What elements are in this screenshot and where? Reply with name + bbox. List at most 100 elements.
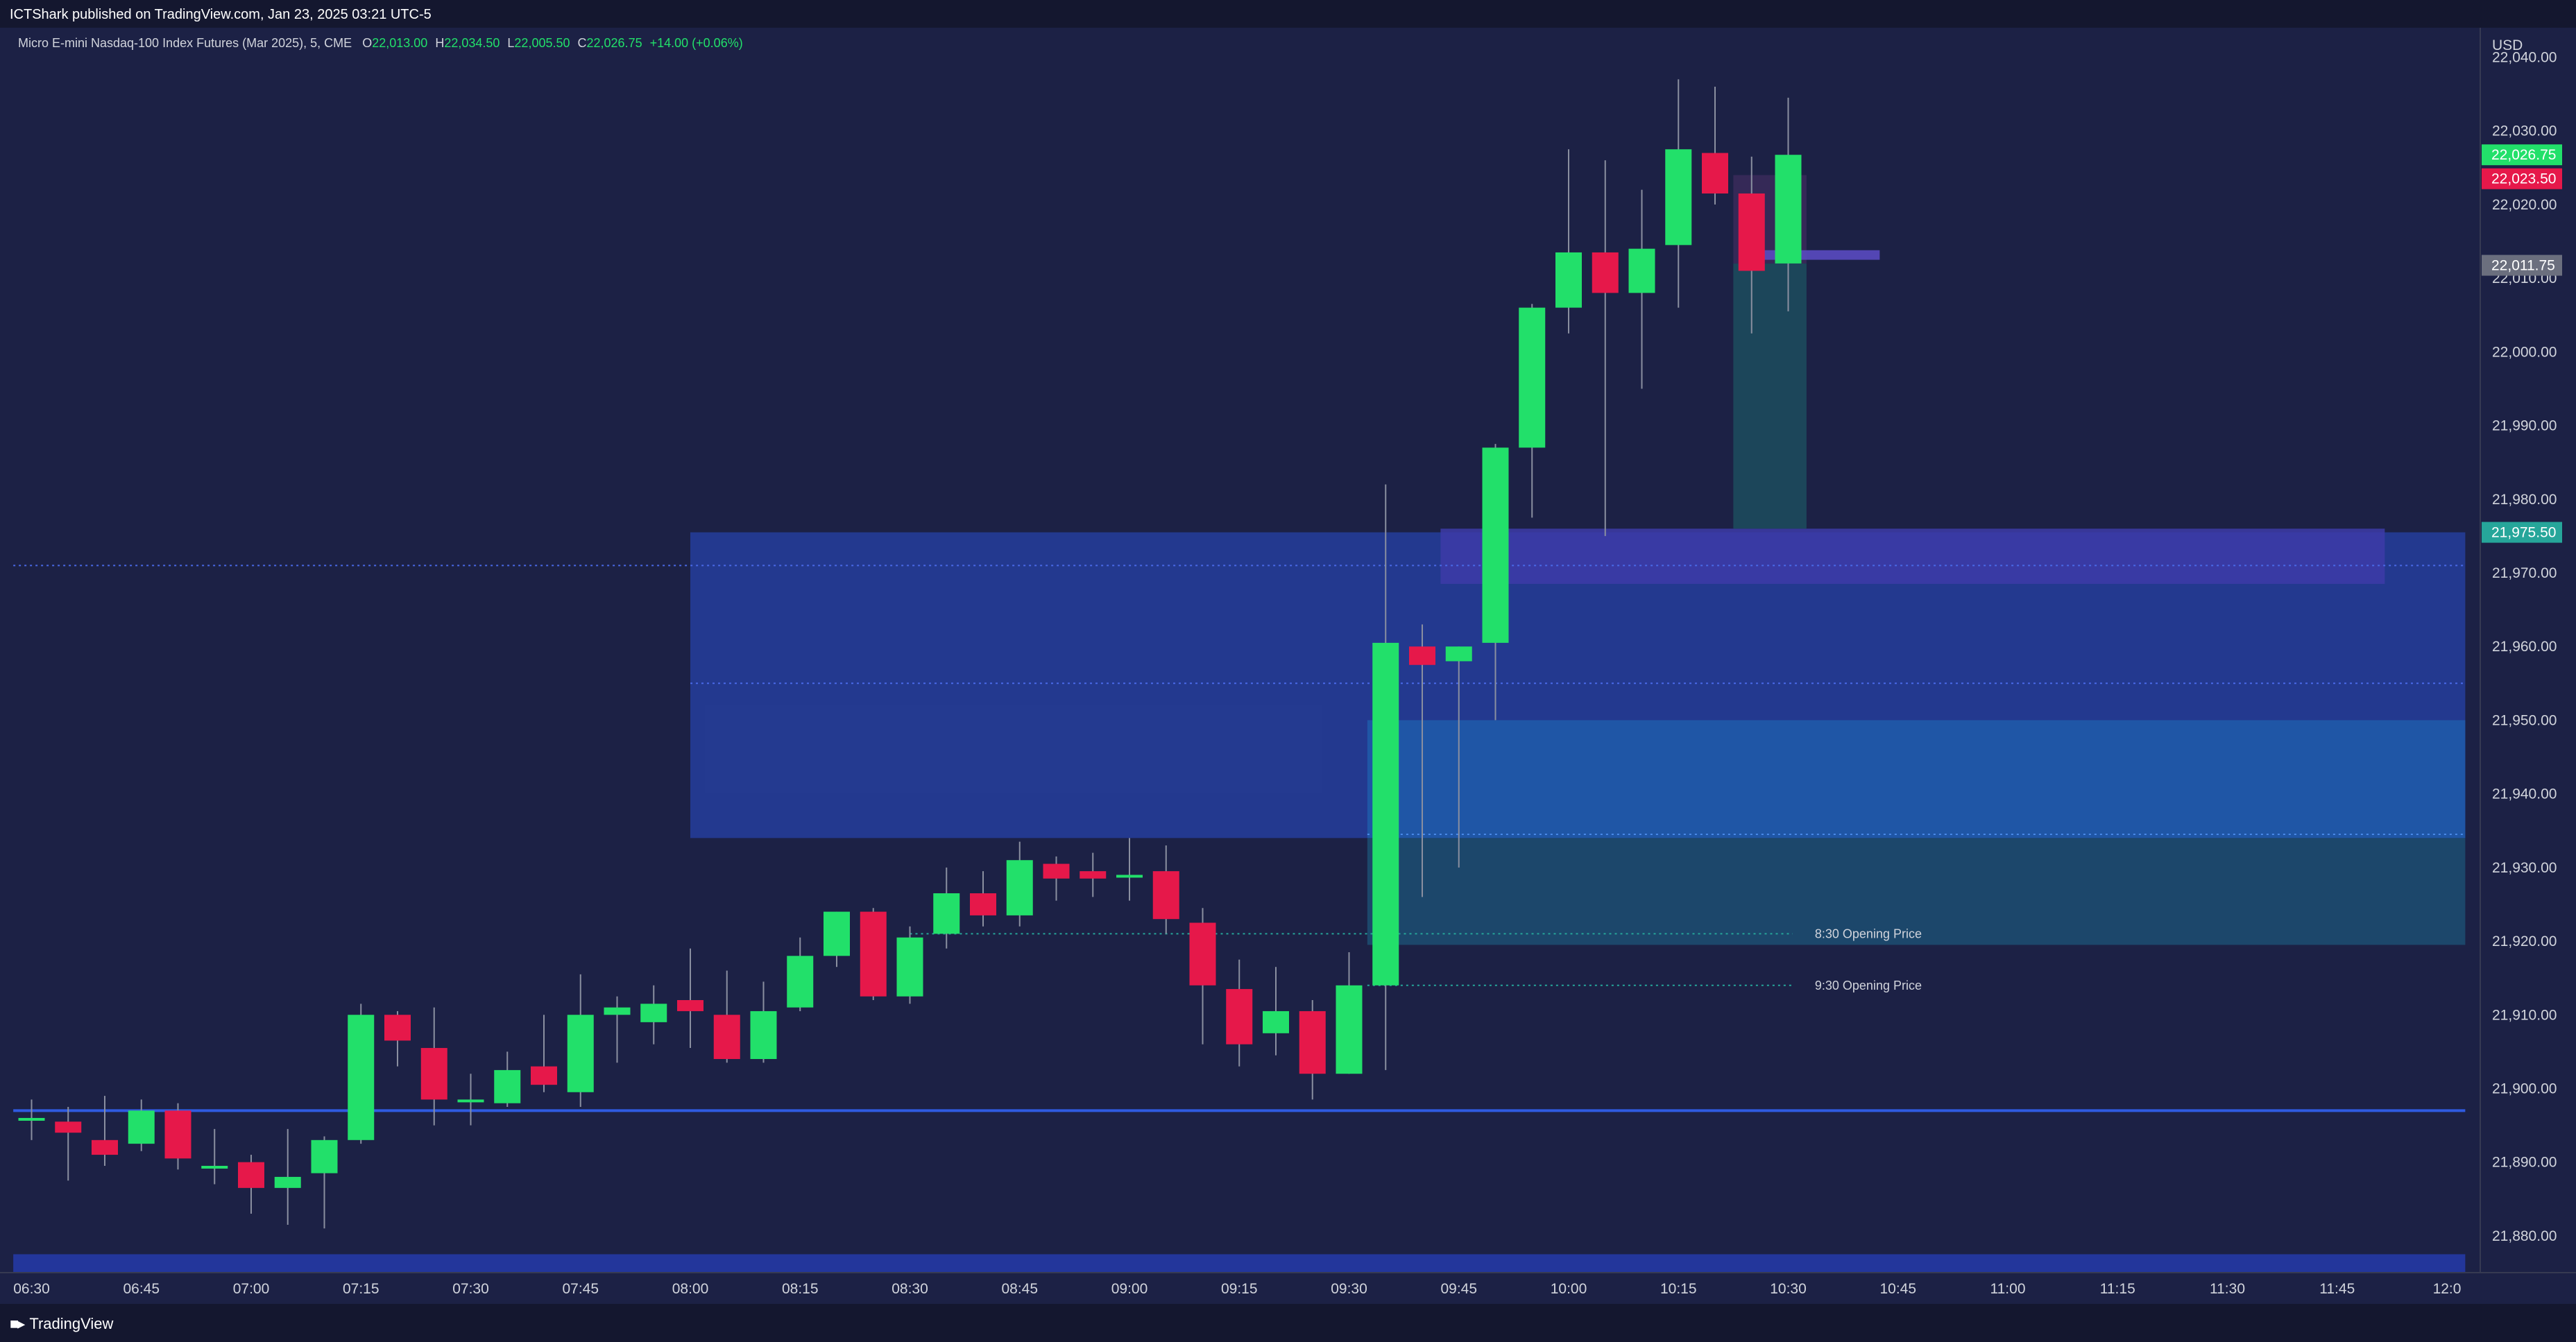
y-tick-label: 21,890.00 <box>2492 1155 2557 1171</box>
candle-body-8 <box>311 1139 338 1173</box>
opening-price-label-1: 9:30 Opening Price <box>1815 979 1922 992</box>
legend-close-label: C <box>577 36 587 50</box>
legend-symbol: Micro E-mini Nasdaq-100 Index Futures (M… <box>18 36 352 50</box>
candle-body-12 <box>457 1099 484 1103</box>
tradingview-brand[interactable]: ■▸ TradingView <box>10 1315 113 1333</box>
publish-line: ICTShark published on TradingView.com, J… <box>10 7 432 22</box>
candle-body-0 <box>18 1117 45 1121</box>
price-badge-bg-2 <box>2482 255 2562 276</box>
top-bar: ICTShark published on TradingView.com, J… <box>0 0 2576 28</box>
y-tick-label: 21,960.00 <box>2492 639 2557 655</box>
candle-body-21 <box>787 956 814 1008</box>
legend-low: 22,005.50 <box>514 36 570 50</box>
y-tick-label: 22,000.00 <box>2492 344 2557 360</box>
candle-body-36 <box>1336 985 1363 1074</box>
currency-label: USD <box>2492 37 2523 53</box>
candle-body-22 <box>824 911 850 956</box>
candle-body-35 <box>1299 1010 1326 1074</box>
price-badges-layer: 22,026.75 22,023.50 22,011.75 21,975.50 <box>2482 144 2562 543</box>
y-tick-label: 21,930.00 <box>2492 860 2557 876</box>
candle-body-30 <box>1116 875 1143 878</box>
zone-4 <box>1733 263 1807 529</box>
tradingview-logo-icon: ■▸ <box>10 1315 25 1332</box>
candle-body-11 <box>420 1048 447 1100</box>
candle-body-9 <box>348 1015 375 1140</box>
x-tick-label: 09:30 <box>1331 1281 1367 1297</box>
ohlc-legend: Micro E-mini Nasdaq-100 Index Futures (M… <box>18 36 743 51</box>
x-tick-label: 08:45 <box>1001 1281 1038 1297</box>
candle-body-1 <box>55 1121 82 1133</box>
candle-body-32 <box>1189 922 1216 986</box>
zone-1 <box>1367 720 2466 838</box>
candle-body-45 <box>1665 149 1692 246</box>
zone-3 <box>1440 528 2385 584</box>
y-tick-label: 21,980.00 <box>2492 492 2557 508</box>
candle-body-23 <box>860 911 887 997</box>
candle-body-19 <box>713 1015 740 1059</box>
legend-close: 22,026.75 <box>586 36 642 50</box>
x-tick-label: 06:45 <box>123 1281 160 1297</box>
x-tick-label: 07:45 <box>562 1281 599 1297</box>
x-tick-label: 10:00 <box>1551 1281 1587 1297</box>
candle-body-27 <box>1006 860 1033 915</box>
x-tick-label: 09:00 <box>1111 1281 1148 1297</box>
x-tick-label: 09:45 <box>1440 1281 1477 1297</box>
legend-open-label: O <box>362 36 373 50</box>
candle-body-46 <box>1702 153 1728 193</box>
y-tick-label: 22,030.00 <box>2492 123 2557 139</box>
x-tick-label: 07:15 <box>343 1281 379 1297</box>
x-tick-label: 11:30 <box>2210 1281 2245 1297</box>
legend-high: 22,034.50 <box>444 36 500 50</box>
x-tick-label: 10:15 <box>1660 1281 1697 1297</box>
candle-body-48 <box>1775 155 1802 264</box>
x-tick-label: 11:15 <box>2100 1281 2135 1297</box>
candle-body-26 <box>970 893 996 915</box>
candle-body-47 <box>1738 193 1765 271</box>
x-tick-label: 08:15 <box>782 1281 819 1297</box>
hlines-layer <box>13 565 2466 1112</box>
annotations-layer: 8:30 Opening Price 9:30 Opening Price <box>910 927 1922 992</box>
y-tick-label: 21,920.00 <box>2492 934 2557 949</box>
legend-low-label: L <box>507 36 515 50</box>
y-tick-label: 21,900.00 <box>2492 1081 2557 1096</box>
axes-layer: USD 21,880.00 21,890.00 21,900.00 21,910.00 2… <box>0 28 2576 1297</box>
legend-change: +14.00 (+0.06%) <box>649 36 743 50</box>
price-badge-3: 21,975.50 <box>2491 525 2556 541</box>
bottom-bar <box>0 1304 2576 1342</box>
candle-body-33 <box>1226 989 1253 1044</box>
price-badge-0: 22,026.75 <box>2491 147 2556 163</box>
candle-body-5 <box>201 1165 228 1169</box>
x-tick-label: 07:30 <box>452 1281 489 1297</box>
x-tick-label: 07:00 <box>233 1281 270 1297</box>
candle-body-20 <box>750 1010 777 1059</box>
zones-layer <box>13 175 2466 1273</box>
candle-body-3 <box>128 1110 155 1144</box>
price-badge-bg-0 <box>2482 144 2562 166</box>
y-tick-label: 22,020.00 <box>2492 197 2557 213</box>
y-tick-label: 21,940.00 <box>2492 786 2557 802</box>
price-badge-bg-3 <box>2482 522 2562 543</box>
candles-layer <box>18 79 1802 1229</box>
candle-body-40 <box>1482 447 1509 643</box>
y-tick-label: 21,970.00 <box>2492 565 2557 581</box>
x-tick-label: 10:30 <box>1770 1281 1807 1297</box>
brand-name: TradingView <box>29 1315 114 1332</box>
candle-body-43 <box>1592 252 1619 293</box>
candle-body-29 <box>1080 871 1107 879</box>
candle-body-18 <box>677 1000 703 1011</box>
candle-body-42 <box>1555 252 1582 308</box>
candle-body-31 <box>1152 871 1179 920</box>
price-badge-2: 22,011.75 <box>2491 258 2555 274</box>
candle-body-10 <box>384 1015 411 1041</box>
candle-body-4 <box>164 1110 191 1159</box>
candle-body-28 <box>1043 863 1070 879</box>
candle-body-7 <box>274 1176 301 1188</box>
x-tick-label: 10:45 <box>1879 1281 1916 1297</box>
candle-body-34 <box>1263 1010 1289 1033</box>
candle-body-14 <box>531 1066 557 1085</box>
candle-body-16 <box>604 1007 631 1015</box>
candle-body-37 <box>1372 642 1399 986</box>
x-tick-label: 12:0 <box>2433 1281 2462 1297</box>
candle-body-41 <box>1519 307 1546 448</box>
